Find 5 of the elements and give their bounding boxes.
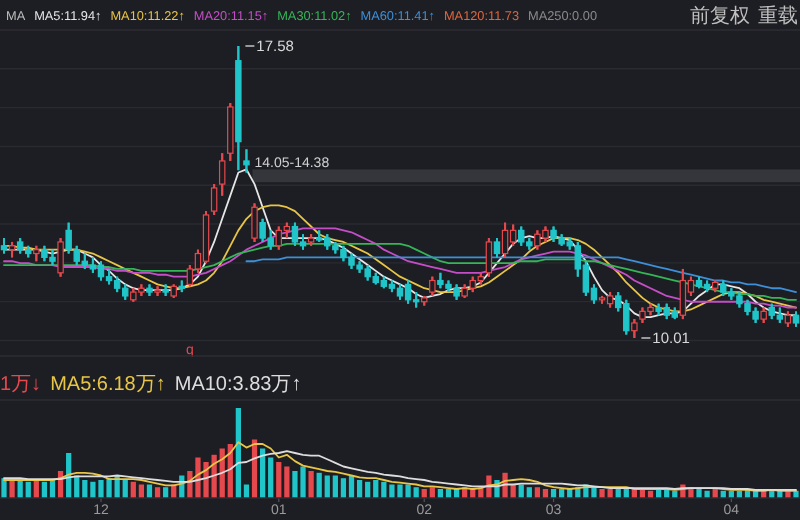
text: MA10:3.83万↑	[174, 374, 302, 396]
text: MA5:6.18万↑	[50, 374, 166, 396]
text: 前复权	[690, 4, 750, 28]
text: 重载	[758, 4, 798, 28]
text: 1万↓	[0, 374, 42, 396]
